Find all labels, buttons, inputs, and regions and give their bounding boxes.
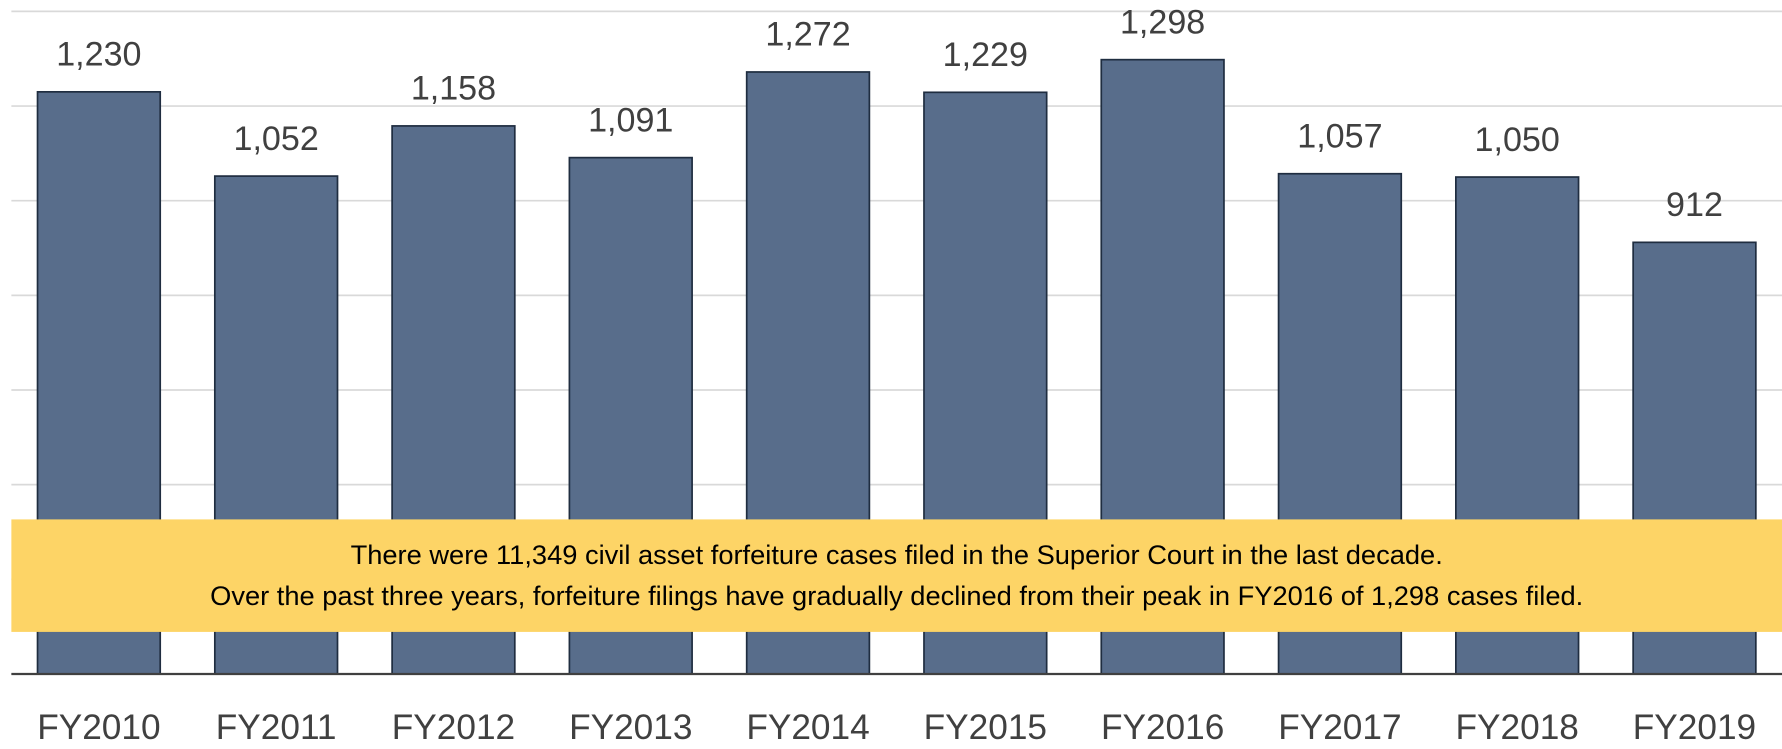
data-label: 1,052 xyxy=(234,120,319,158)
x-tick-label: FY2013 xyxy=(569,708,692,747)
data-label: 1,057 xyxy=(1297,117,1382,155)
x-tick-label: FY2010 xyxy=(37,708,160,747)
data-label: 912 xyxy=(1666,186,1723,224)
data-label: 1,091 xyxy=(588,101,673,139)
x-tick-label: FY2015 xyxy=(924,708,1047,747)
x-tick-label: FY2011 xyxy=(216,708,337,747)
x-tick-label: FY2019 xyxy=(1633,708,1756,747)
annotation-banner xyxy=(11,519,1782,632)
data-label: 1,230 xyxy=(56,36,141,74)
data-label: 1,298 xyxy=(1120,3,1205,41)
x-tick-label: FY2014 xyxy=(746,708,869,747)
data-label: 1,050 xyxy=(1475,121,1560,159)
data-label: 1,272 xyxy=(765,16,850,54)
data-label: 1,229 xyxy=(943,36,1028,74)
x-tick-label: FY2017 xyxy=(1278,708,1401,747)
annotation: There were 11,349 civil asset forfeiture… xyxy=(351,539,1443,570)
data-label: 1,158 xyxy=(411,70,496,108)
x-tick-label: FY2018 xyxy=(1456,708,1579,747)
x-tick-label: FY2012 xyxy=(392,708,515,747)
annotation: Over the past three years, forfeiture fi… xyxy=(210,580,1583,611)
x-tick-label: FY2016 xyxy=(1101,708,1224,747)
